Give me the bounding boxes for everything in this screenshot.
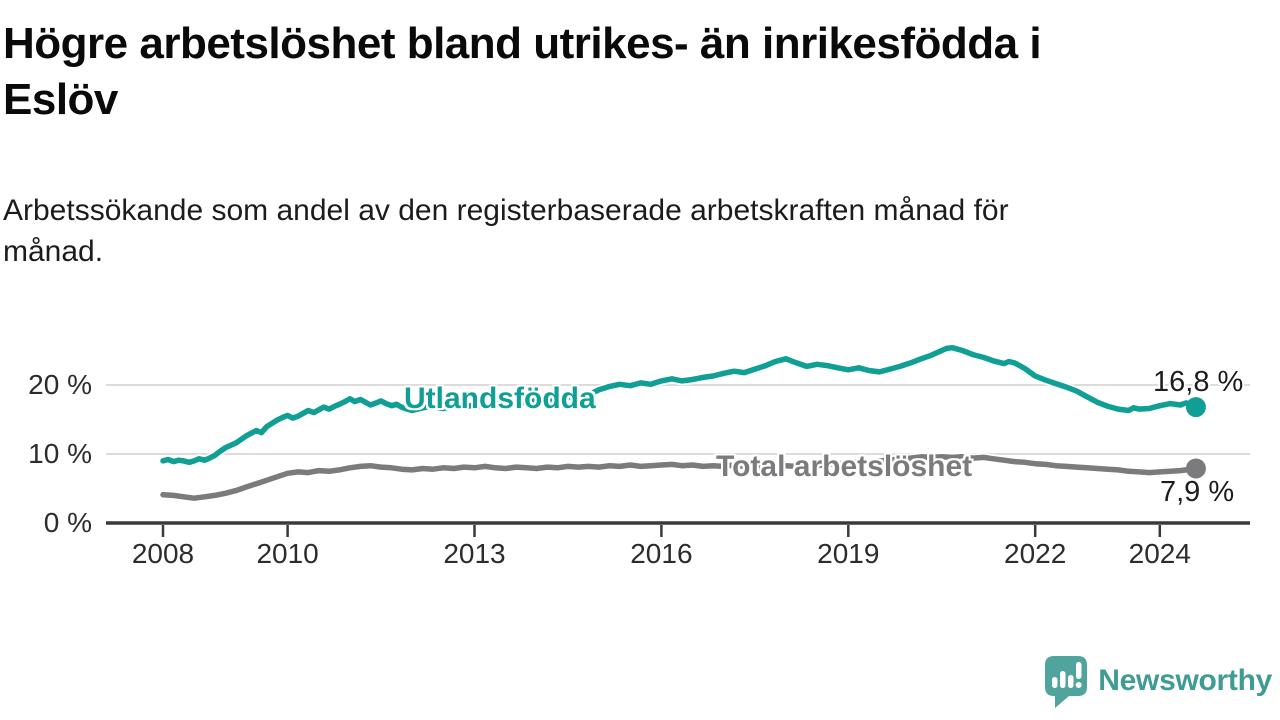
y-tick-label: 20 % [28,369,92,400]
end-value-label-total-arbetsloshet: 7,9 % [1160,476,1235,508]
x-tick-label: 2022 [1004,538,1067,569]
x-tick-label: 2013 [443,538,506,569]
x-tick-label: 2019 [817,538,880,569]
page-title: Högre arbetslöshet bland utrikes- än inr… [3,16,1253,128]
x-tick-label: 2008 [131,538,195,569]
x-tick-label: 2024 [1128,538,1191,569]
newsworthy-logo: Newsworthy [1043,654,1272,708]
newsworthy-logo-icon [1045,656,1088,708]
chart-subtitle: Arbetssökande som andel av den registerb… [3,190,1238,272]
chart-subtitle-line-2: månad. [3,235,104,268]
y-tick-label: 0 % [43,507,92,538]
series-label-total-arbetsloshet: Total arbetslöshet [716,450,973,483]
x-tick-label: 2016 [630,538,693,569]
page-title-line-1: Högre arbetslöshet bland utrikes- än inr… [3,19,1042,68]
chart-subtitle-line-1: Arbetssökande som andel av den registerb… [3,194,1009,227]
y-tick-label: 10 % [28,438,92,469]
end-value-label-utlandsfodda: 16,8 % [1153,366,1244,398]
newsworthy-logo-text: Newsworthy [1098,664,1272,697]
series-label-utlandsfodda: Utlandsfödda [404,382,596,415]
x-tick-label: 2010 [256,538,319,569]
page-title-line-2: Eslöv [3,75,118,124]
